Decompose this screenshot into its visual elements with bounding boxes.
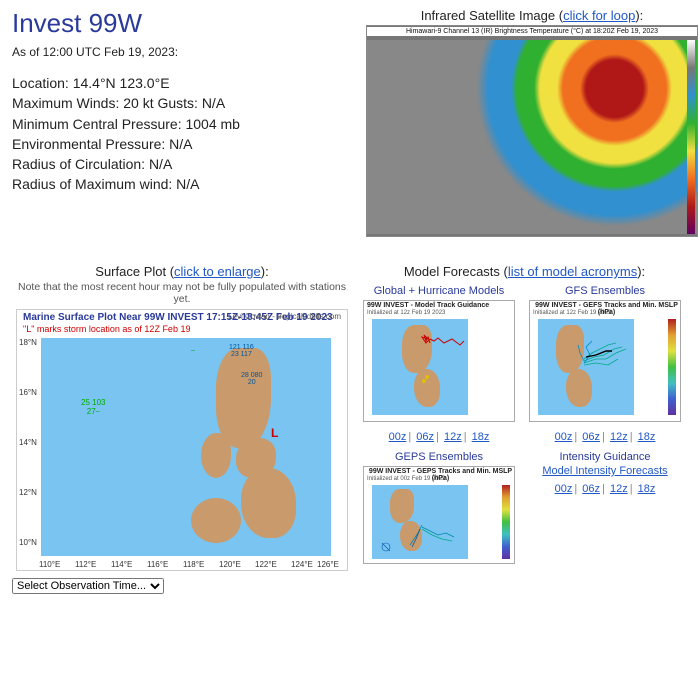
- global-models-thumb[interactable]: 99W INVEST - Model Track Guidance Initia…: [363, 300, 515, 422]
- info-winds: Maximum Winds: 20 kt Gusts: N/A: [12, 93, 352, 113]
- intensity-hour-links: 00z| 06z| 12z| 18z: [528, 483, 682, 495]
- gfs-00z-link[interactable]: 00z: [555, 431, 573, 443]
- geps-ens-label: GEPS Ensembles: [362, 451, 516, 463]
- global-hour-links: 00z| 06z| 12z| 18z: [362, 431, 516, 443]
- gfs-ens-thumb[interactable]: 99W INVEST - GEFS Tracks and Min. MSLP (…: [529, 300, 681, 422]
- intensity-forecasts-link[interactable]: Model Intensity Forecasts: [542, 465, 667, 477]
- surface-map: L ⎯ 25 10327⎯ 121 11623 117 28 08020: [41, 338, 331, 556]
- global-models-label: Global + Hurricane Models: [362, 285, 516, 297]
- surface-section-title: Surface Plot (click to enlarge):: [12, 264, 352, 279]
- info-rmw: Radius of Maximum wind: N/A: [12, 174, 352, 194]
- satellite-loop-link[interactable]: click for loop: [563, 8, 635, 23]
- info-roc: Radius of Circulation: N/A: [12, 154, 352, 174]
- gfs-06z-link[interactable]: 06z: [582, 431, 600, 443]
- global-06z-link[interactable]: 06z: [416, 431, 434, 443]
- models-section-title: Model Forecasts (list of model acronyms)…: [362, 264, 687, 279]
- satellite-section-title: Infrared Satellite Image (click for loop…: [366, 8, 698, 23]
- global-00z-link[interactable]: 00z: [389, 431, 407, 443]
- intensity-label: Intensity Guidance: [528, 451, 682, 463]
- storm-title: Invest 99W: [12, 8, 352, 39]
- surface-plot[interactable]: Marine Surface Plot Near 99W INVEST 17:1…: [16, 309, 348, 571]
- info-env-pressure: Environmental Pressure: N/A: [12, 134, 352, 154]
- intensity-00z-link[interactable]: 00z: [555, 483, 573, 495]
- surface-plot-sub: "L" marks storm location as of 12Z Feb 1…: [23, 324, 190, 334]
- intensity-12z-link[interactable]: 12z: [610, 483, 628, 495]
- info-location: Location: 14.4°N 123.0°E: [12, 73, 352, 93]
- intensity-06z-link[interactable]: 06z: [582, 483, 600, 495]
- gfs-ens-label: GFS Ensembles: [528, 285, 682, 297]
- global-18z-link[interactable]: 18z: [472, 431, 490, 443]
- observation-time-select[interactable]: Select Observation Time...: [12, 578, 164, 594]
- gfs-18z-link[interactable]: 18z: [638, 431, 656, 443]
- model-acronyms-link[interactable]: list of model acronyms: [508, 264, 637, 279]
- gfs-12z-link[interactable]: 12z: [610, 431, 628, 443]
- surface-plot-credit: Levi Cowan - tropicaltidbits.com: [228, 312, 341, 321]
- satellite-image[interactable]: Himawari-9 Channel 13 (IR) Brightness Te…: [366, 25, 698, 237]
- storm-asof: As of 12:00 UTC Feb 19, 2023:: [12, 45, 352, 59]
- info-pressure: Minimum Central Pressure: 1004 mb: [12, 114, 352, 134]
- geps-ens-thumb[interactable]: 99W INVEST - GEPS Tracks and Min. MSLP (…: [363, 466, 515, 564]
- intensity-18z-link[interactable]: 18z: [638, 483, 656, 495]
- satellite-image-header: Himawari-9 Channel 13 (IR) Brightness Te…: [367, 27, 697, 36]
- gfs-hour-links: 00z| 06z| 12z| 18z: [528, 431, 682, 443]
- surface-note: Note that the most recent hour may not b…: [12, 281, 352, 305]
- global-12z-link[interactable]: 12z: [444, 431, 462, 443]
- surface-enlarge-link[interactable]: click to enlarge: [174, 264, 261, 279]
